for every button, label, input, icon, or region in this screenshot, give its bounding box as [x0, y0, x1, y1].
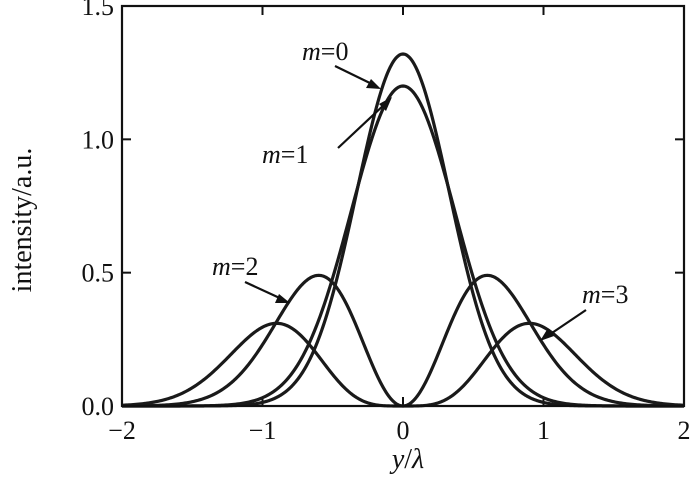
annotation-arrow-m1	[337, 102, 387, 149]
annotation-arrow-m3	[545, 309, 587, 338]
y-tick-label: 1.0	[82, 125, 115, 154]
annotation-arrowhead-m3	[540, 328, 554, 341]
annotation-label-m1: m=1	[262, 140, 308, 169]
x-axis-title-unit: λ	[411, 444, 424, 475]
x-axis-title: y/λ	[389, 444, 424, 475]
annotation-var-m0: m	[302, 37, 321, 66]
annotation-arrow-m2	[244, 281, 285, 301]
plot-frame	[120, 4, 686, 408]
ticks	[121, 5, 685, 407]
annotation-idx-m0: 0	[335, 37, 348, 66]
y-axis-title: intensity/a.u.	[7, 148, 38, 293]
x-axis-title-var: y	[389, 444, 405, 475]
annotation-arrowhead-m1	[379, 97, 392, 111]
annotation-var-m3: m	[582, 280, 601, 309]
annotation-eq-m1: =	[281, 140, 296, 169]
curves	[121, 52, 685, 408]
annotation-idx-m3: 3	[615, 280, 628, 309]
tick-labels: −2 −1 0 1 2 0.0 0.5 1.0 1.5	[82, 0, 691, 445]
annotation-idx-m2: 2	[245, 252, 258, 281]
annotation-label-m2: m=2	[212, 252, 258, 281]
x-tick-label: 1	[537, 416, 550, 445]
annotation-eq-m0: =	[321, 37, 336, 66]
annotation-label-m3: m=3	[582, 280, 628, 309]
annotation-arrowhead-m2	[275, 294, 290, 303]
annotation-var-m1: m	[262, 140, 281, 169]
annotation-arrowhead-m0	[366, 79, 381, 89]
y-tick-label: 0.0	[82, 392, 115, 421]
y-tick-label: 0.5	[82, 259, 115, 288]
x-tick-label: 0	[397, 416, 410, 445]
annotation-label-m0: m=0	[302, 37, 348, 66]
x-tick-label: −1	[249, 416, 277, 445]
annotation-eq-m3: =	[601, 280, 616, 309]
series-line-m0	[121, 52, 685, 408]
x-axis-title-sep: /	[404, 444, 412, 475]
x-tick-label: 2	[678, 416, 691, 445]
annotation-idx-m1: 1	[295, 140, 308, 169]
series-line-m3	[121, 321, 685, 408]
y-tick-label: 1.5	[82, 0, 115, 21]
series-line-m1	[121, 84, 685, 408]
annotation-eq-m2: =	[231, 252, 246, 281]
annotation-var-m2: m	[212, 252, 231, 281]
x-tick-label: −2	[108, 416, 136, 445]
annotations: m=0 m=1 m=2 m=3	[212, 37, 628, 341]
